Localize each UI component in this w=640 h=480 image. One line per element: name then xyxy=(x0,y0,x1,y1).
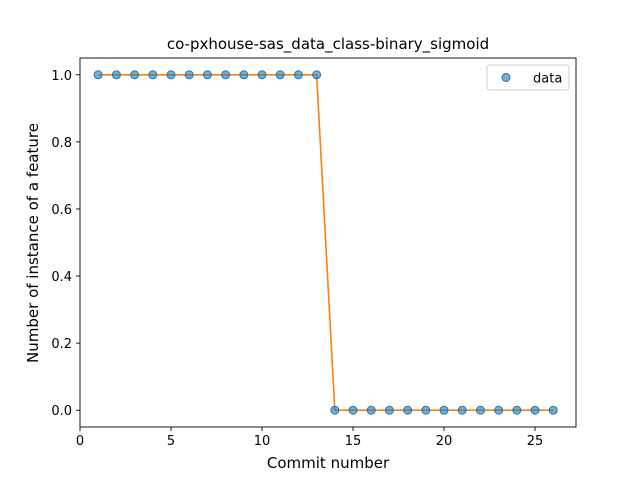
data-point-10 xyxy=(257,70,267,80)
data-point-14 xyxy=(330,405,340,415)
axes-frame xyxy=(79,57,577,428)
data-point-20 xyxy=(439,405,449,415)
y-tick-label: 0.2 xyxy=(51,337,72,352)
y-tick-label: 0.8 xyxy=(51,136,72,151)
y-tick-label: 0.0 xyxy=(51,404,72,419)
legend-box xyxy=(486,64,570,91)
data-point-2 xyxy=(111,70,121,80)
data-point-18 xyxy=(403,405,413,415)
data-point-21 xyxy=(457,405,467,415)
data-point-9 xyxy=(239,70,249,80)
data-point-15 xyxy=(348,405,358,415)
data-point-16 xyxy=(366,405,376,415)
data-point-1 xyxy=(93,70,103,80)
legend: data xyxy=(486,64,570,91)
data-point-5 xyxy=(166,70,176,80)
data-point-8 xyxy=(221,70,231,80)
data-point-4 xyxy=(148,70,158,80)
legend-label: data xyxy=(533,72,562,87)
data-point-19 xyxy=(421,405,431,415)
y-tick-label: 0.6 xyxy=(51,203,72,218)
data-point-7 xyxy=(202,70,212,80)
data-point-6 xyxy=(184,70,194,80)
x-tick-label: 0 xyxy=(76,434,84,449)
data-point-12 xyxy=(293,70,303,80)
x-tick-label: 25 xyxy=(527,434,544,449)
data-point-11 xyxy=(275,70,285,80)
data-point-26 xyxy=(548,405,558,415)
data-point-23 xyxy=(494,405,504,415)
y-tick-label: 0.4 xyxy=(51,270,72,285)
legend-marker xyxy=(501,73,511,82)
data-point-3 xyxy=(130,70,140,80)
y-axis-label: Number of instance of a feature xyxy=(24,123,42,363)
data-point-25 xyxy=(530,405,540,415)
x-axis-label: Commit number xyxy=(267,454,390,472)
x-tick-label: 5 xyxy=(167,434,175,449)
x-tick-label: 20 xyxy=(436,434,453,449)
y-tick-label: 1.0 xyxy=(51,69,72,84)
x-tick-label: 15 xyxy=(345,434,362,449)
data-point-17 xyxy=(384,405,394,415)
data-point-13 xyxy=(312,70,322,80)
x-tick-label: 10 xyxy=(254,434,271,449)
data-point-24 xyxy=(512,405,522,415)
chart-title: co-pxhouse-sas_data_class-binary_sigmoid xyxy=(167,35,489,54)
data-point-22 xyxy=(475,405,485,415)
